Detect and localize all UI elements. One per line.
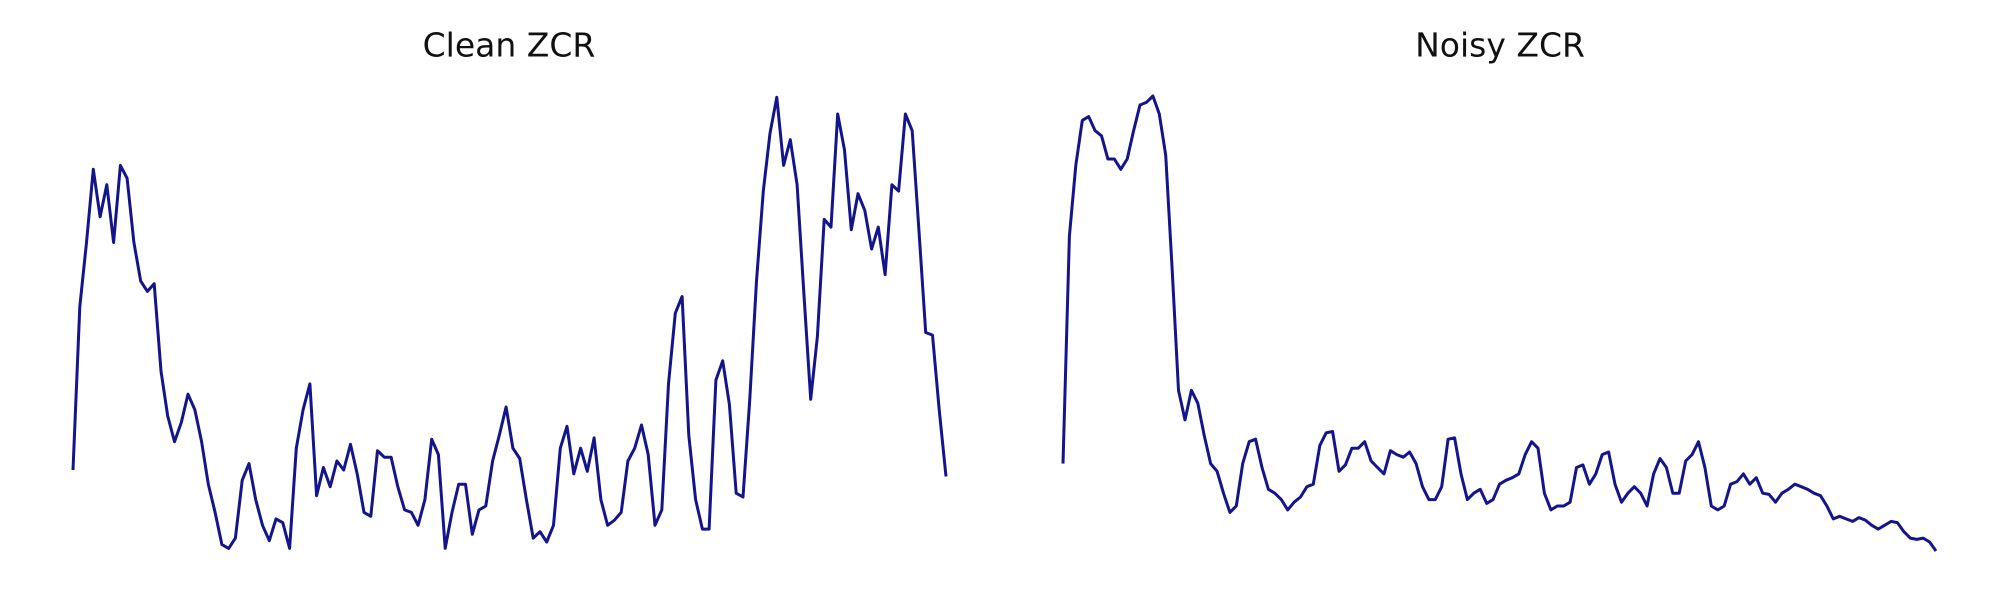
zcr-line <box>71 95 948 550</box>
chart-title: Noisy ZCR <box>1415 26 1585 65</box>
chart-title: Clean ZCR <box>423 26 596 65</box>
zcr-line <box>1061 94 1938 552</box>
